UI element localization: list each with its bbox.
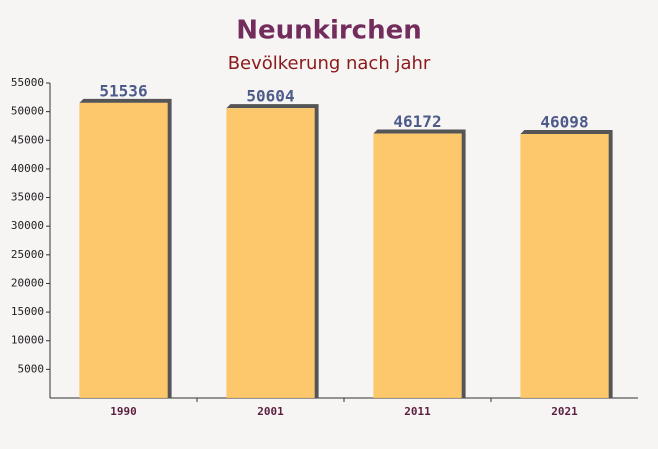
x-tick-label: 2021 — [551, 405, 578, 418]
x-tick-label: 2011 — [404, 405, 431, 418]
value-label: 51536 — [99, 81, 147, 100]
y-tick-label: 55000 — [11, 76, 44, 89]
x-tick-label: 2001 — [257, 405, 284, 418]
y-tick-label: 25000 — [11, 248, 44, 261]
y-tick-label: 50000 — [11, 105, 44, 118]
y-tick-label: 10000 — [11, 334, 44, 347]
bar — [226, 108, 315, 398]
y-tick-label: 5000 — [18, 362, 45, 375]
value-label: 46098 — [540, 112, 588, 131]
y-tick-label: 45000 — [11, 133, 44, 146]
y-tick-label: 15000 — [11, 305, 44, 318]
bar — [520, 133, 609, 398]
y-tick-label: 40000 — [11, 162, 44, 175]
y-tick-label: 20000 — [11, 276, 44, 289]
y-tick-label: 30000 — [11, 219, 44, 232]
chart-title: Neunkirchen — [236, 16, 422, 46]
chart-subtitle: Bevölkerung nach jahr — [228, 53, 431, 74]
y-tick-label: 35000 — [11, 191, 44, 204]
bar — [79, 102, 168, 399]
value-label: 46172 — [393, 112, 441, 131]
bar — [373, 133, 462, 398]
x-tick-label: 1990 — [110, 405, 137, 418]
value-label: 50604 — [246, 87, 294, 106]
